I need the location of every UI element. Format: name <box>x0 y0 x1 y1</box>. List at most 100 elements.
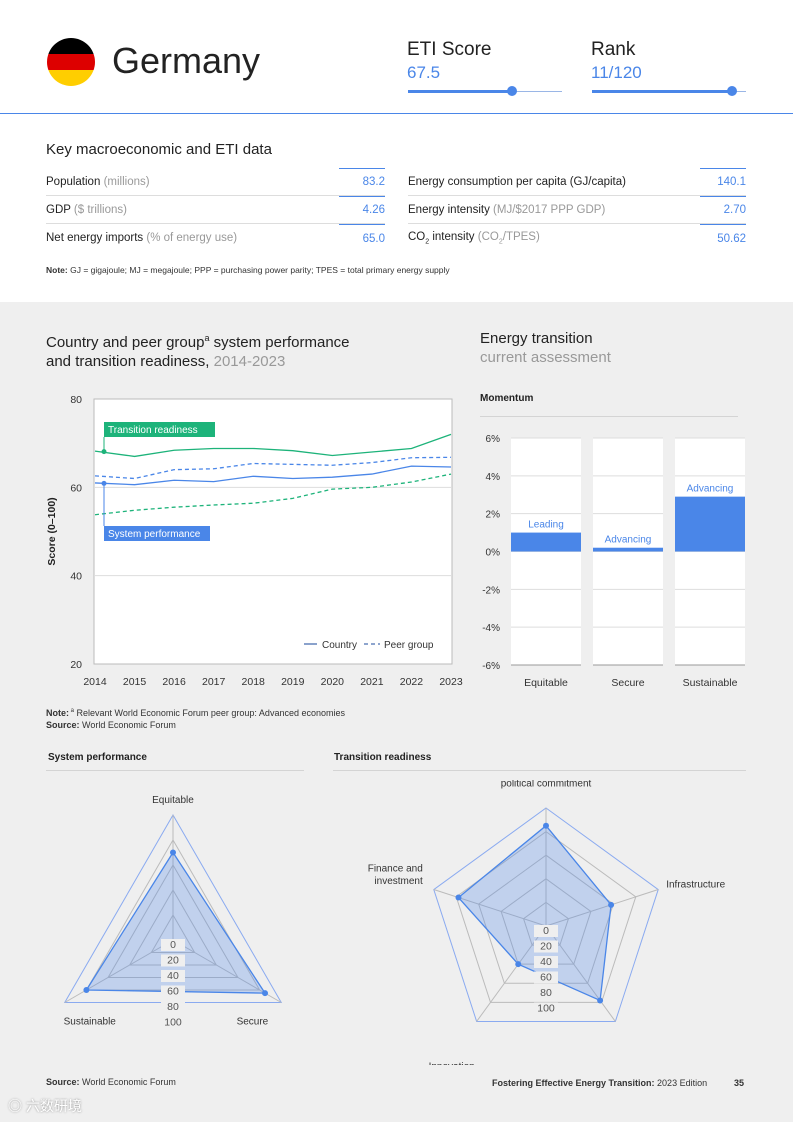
eti-score-value: 67.5 <box>407 63 441 82</box>
watermark-text: 六数研境 <box>25 1098 82 1114</box>
line-legend <box>295 633 445 655</box>
momentum-y-tick-1: 4% <box>486 472 501 483</box>
radar-axis-label-0-1: political commitment <box>501 780 592 790</box>
line-chart-note: Note: a Relevant World Economic Forum pe… <box>46 708 345 730</box>
key-data-right-table: Energy consumption per capita (GJ/capita… <box>408 168 746 252</box>
radar-axis-label-1-0: Secure <box>237 1017 269 1028</box>
radar-point-0 <box>170 849 176 856</box>
eti-score-bar-fill <box>408 90 512 93</box>
transition-readiness-radar-title: Transition readiness <box>334 752 432 763</box>
radar-point-1 <box>262 990 269 997</box>
x-tick-2015: 2015 <box>123 676 147 688</box>
population-label: Population <box>46 175 101 188</box>
system-performance-radar-title: System performance <box>48 752 147 763</box>
key-data-row-energy-intensity: Energy intensity (MJ/$2017 PPP GDP) 2.70 <box>408 196 746 224</box>
energy-transition-title: Energy transition current assessment <box>480 330 611 366</box>
country-name: Germany <box>112 40 261 81</box>
page-number: 35 <box>734 1078 745 1088</box>
radar-axis-label-0-0: Equitable <box>152 795 194 806</box>
energy-intensity-unit: (MJ/$2017 PPP GDP) <box>493 203 606 216</box>
radar-ring-label-80: 80 <box>540 987 552 999</box>
radar-ring-label-60: 60 <box>167 986 179 998</box>
radar-ring-label-20: 20 <box>540 941 552 953</box>
key-data-row-energy-consumption: Energy consumption per capita (GJ/capita… <box>408 168 746 196</box>
radar-ring-label-100: 100 <box>537 1003 555 1015</box>
net-energy-imports-unit: (% of energy use) <box>146 232 238 244</box>
key-data-row-net-energy-imports: Net energy imports (% of energy use) 65.… <box>46 224 385 252</box>
key-data-title: Key macroeconomic and ETI data <box>46 141 272 158</box>
transition-readiness-callout: Transition readiness <box>108 425 198 436</box>
legend-peer-label: Peer group <box>384 640 434 651</box>
system-performance-callout-box <box>104 526 210 541</box>
y-tick-40: 40 <box>70 571 82 583</box>
momentum-category-equitable: Equitable <box>524 677 568 689</box>
header-divider <box>0 113 793 114</box>
key-data-note: Note: GJ = gigajoule; MJ = megajoule; PP… <box>46 265 450 275</box>
momentum-y-tick-5: -4% <box>482 623 500 634</box>
key-data-row-co2-intensity: CO2 intensity (CO2/TPES) 50.62 <box>408 224 746 252</box>
radar-point-1 <box>608 901 615 908</box>
footer-publication: Fostering Effective Energy Transition: 2… <box>492 1078 708 1088</box>
radar-ring-label-20: 20 <box>167 955 179 967</box>
radar-ring-20 <box>150 913 196 953</box>
x-tick-2016: 2016 <box>162 676 186 688</box>
rank-bar-fill <box>592 90 732 93</box>
radar-ring-label-80: 80 <box>167 1001 179 1013</box>
watermark-logo: ◎ 六数研境 <box>8 1096 82 1116</box>
momentum-y-tick-0: 6% <box>486 434 501 445</box>
x-tick-2022: 2022 <box>400 676 424 688</box>
co2-intensity-label: CO2 intensity <box>408 230 475 246</box>
momentum-bar-label-equitable: Leading <box>528 520 564 531</box>
x-tick-2018: 2018 <box>242 676 266 688</box>
momentum-y-tick-2: 2% <box>486 510 501 521</box>
energy-intensity-value: 2.70 <box>700 196 746 223</box>
x-tick-2020: 2020 <box>321 676 345 688</box>
radar-point-3 <box>515 961 522 968</box>
radar-point-4 <box>455 894 462 901</box>
radar-ring-label-0: 0 <box>543 925 549 937</box>
co2-intensity-unit: (CO2/TPES) <box>477 230 540 246</box>
radar-values-area <box>457 824 612 1002</box>
series-system-performance-peer <box>94 456 452 480</box>
co2-intensity-value: 50.62 <box>700 224 746 252</box>
x-tick-2021: 2021 <box>360 676 384 688</box>
key-data-left-table: Population (millions) 83.2 GDP ($ trilli… <box>46 168 385 252</box>
line-chart: 20 40 60 80 2014 2015 2016 2017 2018 2019 2020 2021… <box>46 394 463 688</box>
radar-ring-100 <box>433 807 659 1022</box>
radar-ring-label-0: 0 <box>170 939 176 951</box>
momentum-label: Momentum <box>480 393 534 404</box>
radar-axis-label-3-0: Innovation <box>429 1061 475 1065</box>
population-value: 83.2 <box>339 168 385 195</box>
momentum-bar-label-sustainable: Advancing <box>687 484 734 495</box>
net-energy-imports-label: Net energy imports <box>46 232 144 244</box>
watermark-icon: ◎ <box>8 1098 22 1114</box>
radar-axis-label-4-1: investment <box>374 876 423 887</box>
momentum-category-sustainable: Sustainable <box>683 677 738 689</box>
x-tick-2023: 2023 <box>439 676 463 688</box>
transition-readiness-callout-box <box>104 422 215 437</box>
energy-consumption-value: 140.1 <box>700 168 746 195</box>
radar-ring-label-60: 60 <box>540 972 552 984</box>
radar-axis-label-2-0: Sustainable <box>64 1017 117 1028</box>
radar-ring-80 <box>455 830 637 1003</box>
y-tick-20: 20 <box>70 659 82 671</box>
radar-ring-label-40: 40 <box>167 970 179 982</box>
gdp-label: GDP <box>46 203 71 216</box>
gdp-value: 4.26 <box>339 196 385 223</box>
radar-spoke-4 <box>433 889 547 927</box>
y-tick-80: 80 <box>70 394 82 406</box>
radar-ring-label-100: 100 <box>164 1017 182 1029</box>
radar-spoke-1 <box>545 889 659 927</box>
momentum-bar-secure <box>593 547 663 552</box>
footer-source: Source: World Economic Forum <box>46 1077 176 1087</box>
momentum-rule <box>480 416 738 417</box>
momentum-y-tick-4: -2% <box>482 585 500 596</box>
momentum-bar-label-secure: Advancing <box>605 535 652 546</box>
radar-spoke-2 <box>64 939 174 1003</box>
energy-intensity-label: Energy intensity <box>408 203 490 216</box>
momentum-chart: 6% 4% 2% 0% -2% -4% -6% Leading Equitable Advanci… <box>482 434 745 689</box>
rank-value: 11/120 <box>591 63 642 82</box>
eti-score-bar <box>408 86 562 96</box>
rank-label: Rank <box>591 39 636 60</box>
momentum-category-secure: Secure <box>611 677 644 689</box>
